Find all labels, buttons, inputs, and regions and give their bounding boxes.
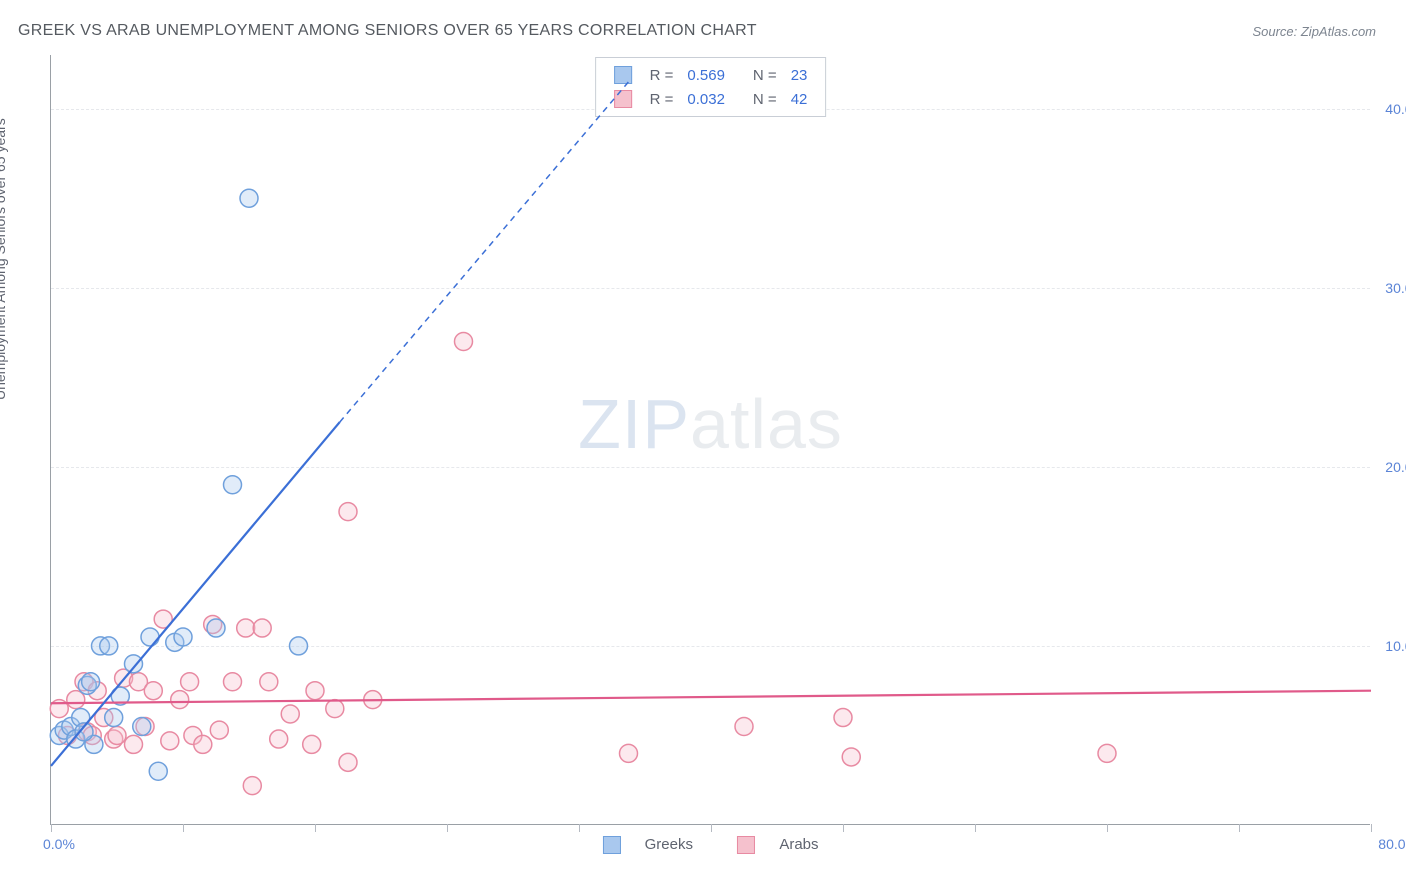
- legend-label-arabs: Arabs: [779, 836, 818, 853]
- data-point: [303, 735, 321, 753]
- data-point: [171, 691, 189, 709]
- data-point: [82, 673, 100, 691]
- data-point: [243, 777, 261, 795]
- data-point: [149, 762, 167, 780]
- x-min-label: 0.0%: [43, 836, 75, 852]
- y-tick-label: 40.0%: [1385, 101, 1406, 117]
- data-point: [207, 619, 225, 637]
- data-point: [834, 709, 852, 727]
- chart-title: GREEK VS ARAB UNEMPLOYMENT AMONG SENIORS…: [18, 22, 757, 40]
- data-point: [210, 721, 228, 739]
- y-tick-label: 20.0%: [1385, 459, 1406, 475]
- data-point: [1098, 744, 1116, 762]
- data-point: [174, 628, 192, 646]
- legend-item-arabs: Arabs: [727, 836, 828, 853]
- data-point: [270, 730, 288, 748]
- data-point: [260, 673, 278, 691]
- plot-area: ZIPatlas 10.0%20.0%30.0%40.0% 0.0% 80.0%…: [50, 55, 1370, 825]
- data-point: [455, 333, 473, 351]
- data-point: [237, 619, 255, 637]
- data-point: [125, 655, 143, 673]
- data-point: [281, 705, 299, 723]
- data-point: [253, 619, 271, 637]
- series-legend: Greeks Arabs: [582, 836, 838, 854]
- y-tick-label: 30.0%: [1385, 280, 1406, 296]
- data-point: [290, 637, 308, 655]
- legend-label-greeks: Greeks: [645, 836, 693, 853]
- data-point: [100, 637, 118, 655]
- data-point: [339, 753, 357, 771]
- data-point: [224, 476, 242, 494]
- data-point: [133, 718, 151, 736]
- data-point: [125, 735, 143, 753]
- source-attribution: Source: ZipAtlas.com: [1252, 24, 1376, 39]
- data-point: [339, 503, 357, 521]
- data-point: [306, 682, 324, 700]
- data-point: [161, 732, 179, 750]
- data-point: [144, 682, 162, 700]
- y-axis-label: Unemployment Among Seniors over 65 years: [0, 118, 8, 400]
- data-point: [224, 673, 242, 691]
- data-point: [842, 748, 860, 766]
- data-point: [181, 673, 199, 691]
- scatter-svg: [51, 55, 1370, 824]
- swatch-greeks-bottom: [602, 836, 620, 854]
- y-tick-label: 10.0%: [1385, 638, 1406, 654]
- chart-container: GREEK VS ARAB UNEMPLOYMENT AMONG SENIORS…: [0, 0, 1406, 892]
- x-max-label: 80.0%: [1378, 836, 1406, 852]
- data-point: [105, 709, 123, 727]
- data-point: [620, 744, 638, 762]
- data-point: [735, 718, 753, 736]
- data-point: [194, 735, 212, 753]
- data-point: [141, 628, 159, 646]
- data-point: [326, 700, 344, 718]
- data-point: [240, 189, 258, 207]
- swatch-arabs-bottom: [737, 836, 755, 854]
- legend-item-greeks: Greeks: [592, 836, 707, 853]
- data-point: [108, 726, 126, 744]
